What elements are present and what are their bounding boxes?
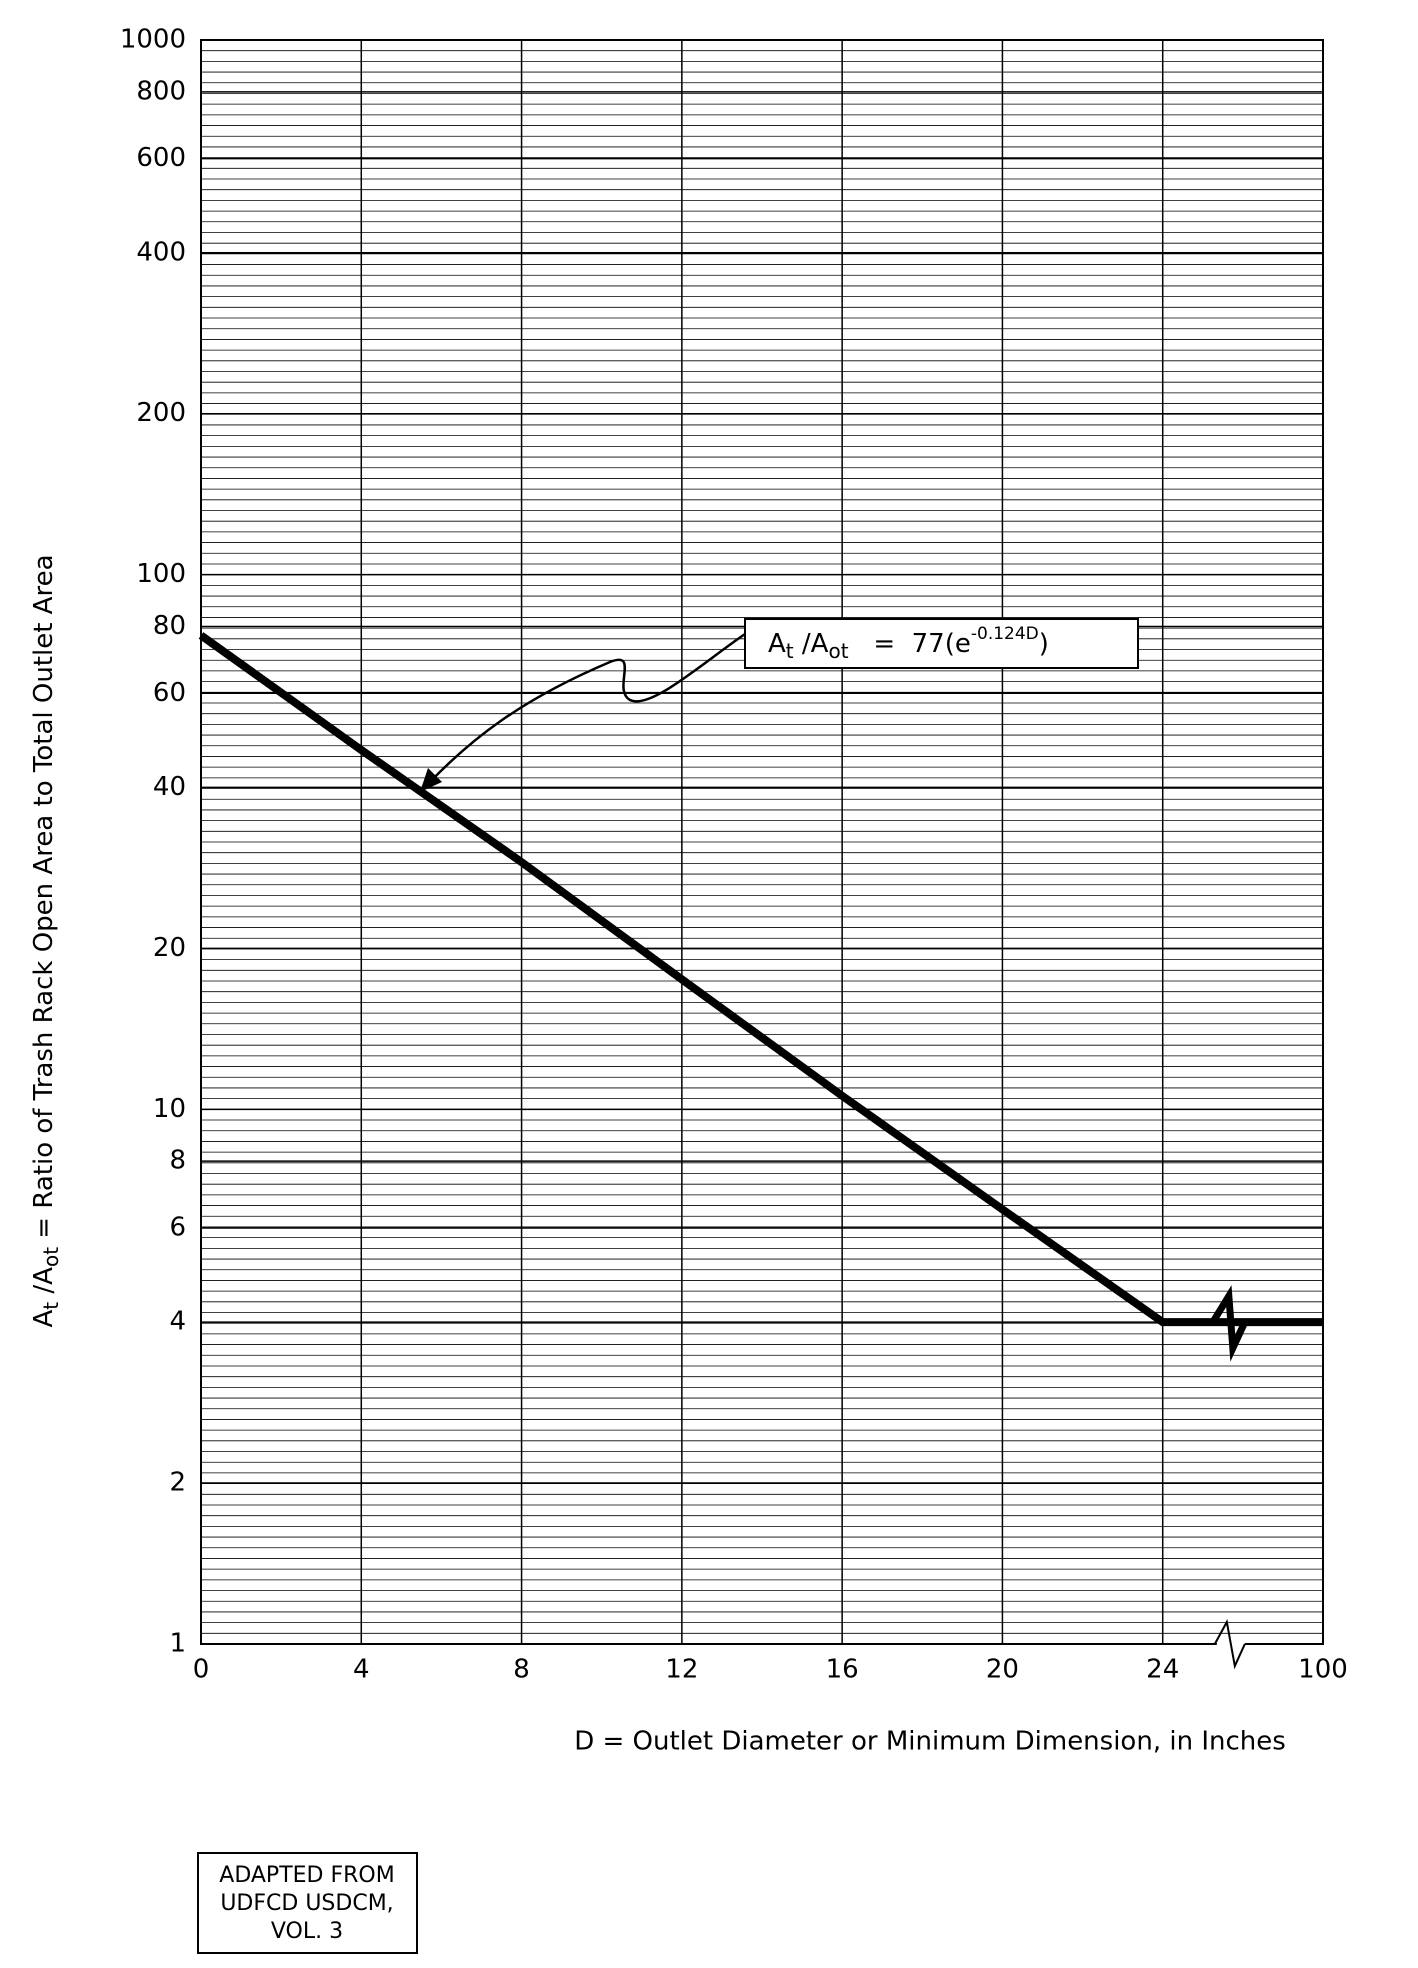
source-line: UDFCD USDCM, bbox=[220, 1891, 393, 1916]
y-label-part: = Ratio of Trash Rack Open Area to Total… bbox=[29, 554, 59, 1246]
equation-part: /A bbox=[794, 629, 829, 659]
y-tick-label: 60 bbox=[153, 678, 186, 708]
source-box bbox=[197, 1852, 418, 1954]
y-label-sub: t bbox=[39, 1302, 63, 1310]
y-tick-label: 1000 bbox=[120, 25, 186, 55]
y-tick-label: 1 bbox=[169, 1629, 186, 1659]
y-tick-label: 2 bbox=[169, 1468, 186, 1498]
source-line: ADAPTED FROM bbox=[219, 1863, 394, 1888]
x-tick-label: 100 bbox=[1298, 1655, 1348, 1685]
plot-frame bbox=[200, 39, 1324, 1645]
y-tick-label: 10 bbox=[153, 1094, 186, 1124]
y-tick-label: 80 bbox=[153, 611, 186, 641]
y-axis-label: At /Aot = Ratio of Trash Rack Open Area … bbox=[29, 554, 63, 1327]
x-tick-label: 8 bbox=[513, 1655, 530, 1685]
axis-break bbox=[1213, 1619, 1246, 1670]
equation-part: = 77(e bbox=[849, 629, 971, 659]
callout-arrow bbox=[427, 632, 746, 785]
y-label-sub: ot bbox=[39, 1247, 63, 1267]
y-tick-label: 20 bbox=[153, 933, 186, 963]
x-tick-label: 4 bbox=[353, 1655, 370, 1685]
equation-sup: -0.124D bbox=[971, 624, 1039, 644]
equation-box bbox=[744, 618, 1139, 669]
x-tick-label: 16 bbox=[826, 1655, 859, 1685]
equation-sub: t bbox=[786, 639, 794, 663]
y-tick-label: 200 bbox=[136, 398, 186, 428]
minor-grid bbox=[201, 39, 1323, 1645]
y-tick-label: 6 bbox=[169, 1212, 186, 1242]
y-tick-label: 4 bbox=[169, 1307, 186, 1337]
equation: At /Aot = 77(e-0.124D) bbox=[768, 624, 1049, 663]
y-tick-label: 100 bbox=[136, 559, 186, 589]
y-tick-label: 400 bbox=[136, 237, 186, 267]
y-tick-label: 600 bbox=[136, 143, 186, 173]
x-tick-label: 12 bbox=[665, 1655, 698, 1685]
source-line: VOL. 3 bbox=[271, 1919, 343, 1944]
y-label-part: /A bbox=[29, 1267, 59, 1302]
x-tick-label: 0 bbox=[193, 1655, 210, 1685]
equation-part: ) bbox=[1039, 629, 1049, 659]
x-axis-label: D = Outlet Diameter or Minimum Dimension… bbox=[574, 1727, 1286, 1757]
line-break bbox=[1209, 1285, 1249, 1362]
data-line bbox=[198, 632, 1323, 1327]
y-tick-label: 8 bbox=[169, 1146, 186, 1176]
arrowhead bbox=[420, 768, 442, 792]
equation-part: A bbox=[768, 629, 786, 659]
y-tick-label: 40 bbox=[153, 772, 186, 802]
equation-sub: ot bbox=[828, 639, 848, 663]
y-label-part: A bbox=[29, 1310, 59, 1328]
x-tick-label: 20 bbox=[986, 1655, 1019, 1685]
y-tick-label: 800 bbox=[136, 76, 186, 106]
x-tick-label: 24 bbox=[1146, 1655, 1179, 1685]
